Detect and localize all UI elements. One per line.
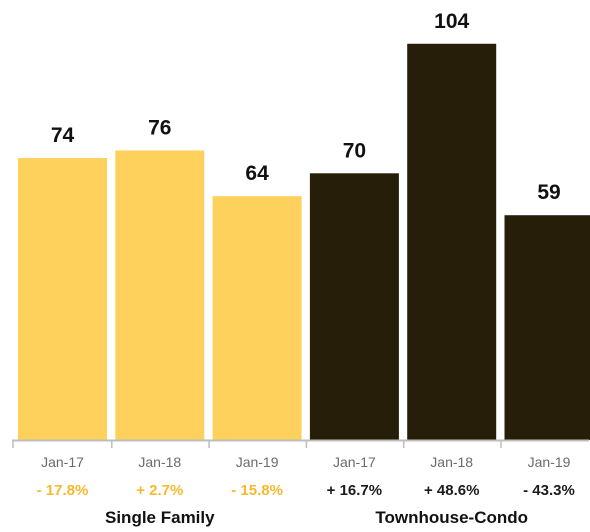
group-label: Single Family [105, 508, 215, 527]
tick-label: Jan-19 [528, 454, 571, 470]
tick-label: Jan-17 [41, 454, 84, 470]
value-label: 74 [51, 124, 75, 147]
change-label: - 15.8% [231, 482, 283, 499]
value-label: 70 [343, 139, 366, 162]
change-label: - 17.8% [37, 482, 89, 499]
change-label: + 2.7% [136, 482, 183, 499]
change-label: - 43.3% [523, 482, 575, 499]
bars-layer [18, 43, 590, 441]
bar-0-1 [115, 150, 205, 440]
tick-label: Jan-17 [333, 454, 376, 470]
value-label: 59 [537, 181, 560, 204]
change-label: + 48.6% [424, 482, 479, 499]
tick-label: Jan-18 [138, 454, 181, 470]
bar-0-0 [18, 158, 107, 440]
change-label: + 16.7% [327, 482, 382, 499]
tick-label: Jan-18 [430, 454, 473, 470]
x-axis [12, 439, 589, 448]
bar-1-0 [309, 173, 399, 441]
tick-label: Jan-19 [236, 454, 279, 470]
bar-1-1 [407, 43, 497, 440]
group-label: Townhouse-Condo [375, 508, 528, 527]
value-label: 104 [434, 10, 469, 33]
bar-0-2 [212, 196, 302, 440]
value-label: 76 [148, 116, 171, 139]
labels-layer: 74 Jan-17 - 17.8% 76 Jan-18 + 2.7% 64 Jan-19 - 1… [37, 10, 575, 527]
bar-1-2 [504, 215, 590, 440]
value-label: 64 [245, 162, 269, 185]
